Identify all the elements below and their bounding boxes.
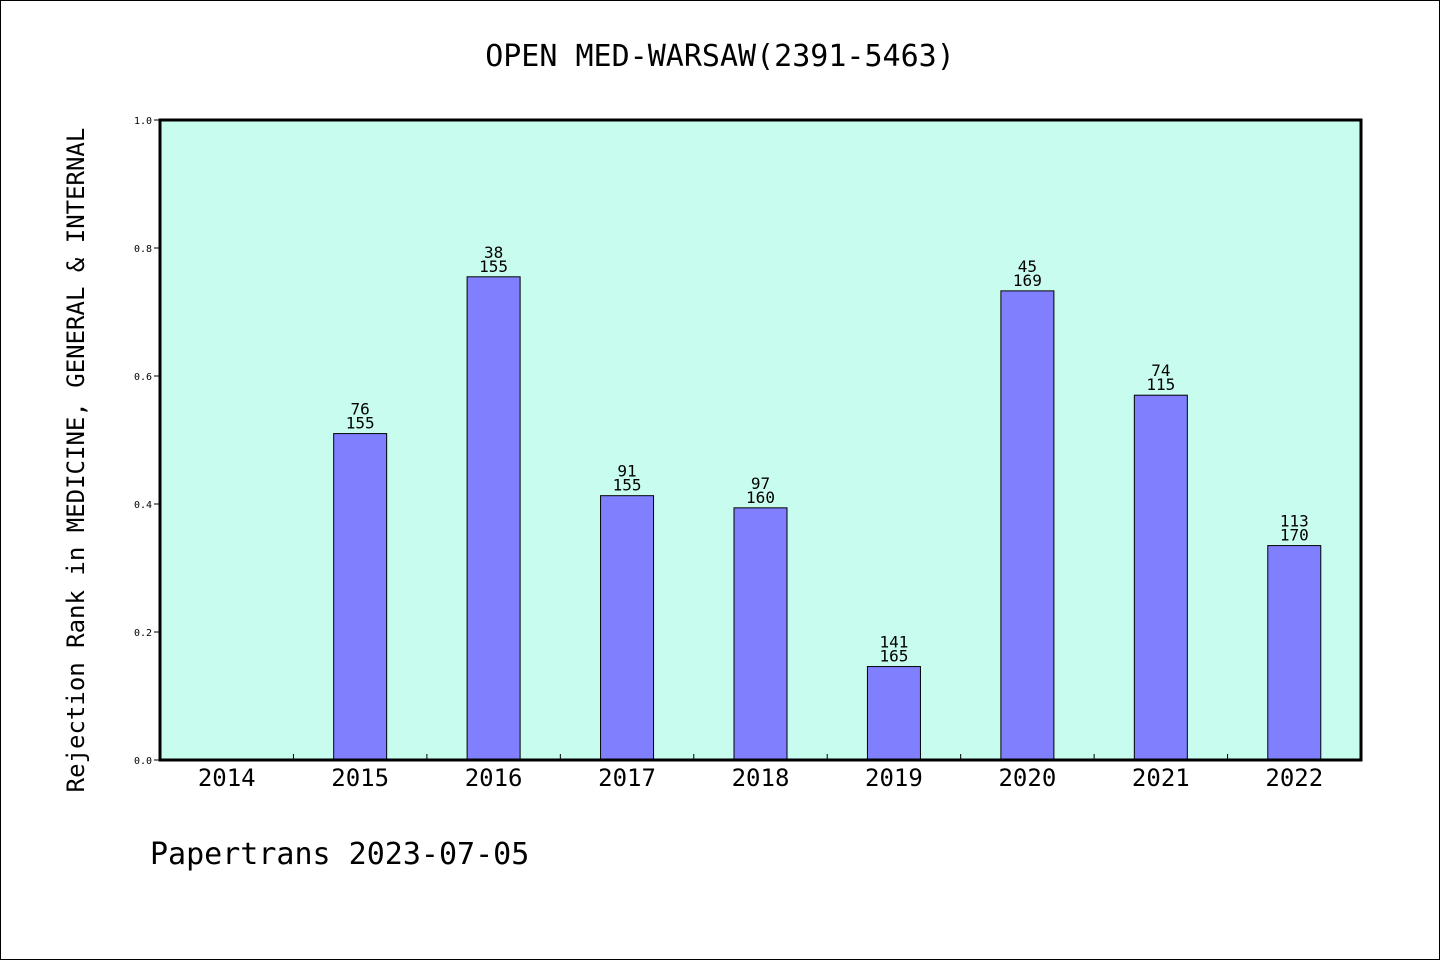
bar-2016 xyxy=(466,276,521,761)
x-tick-label: 2014 xyxy=(198,764,256,792)
footer-credit: Papertrans 2023-07-05 xyxy=(150,837,529,872)
x-tick-label: 2015 xyxy=(331,764,389,792)
x-tick-label: 2018 xyxy=(732,764,790,792)
y-tick-label: 0.4 xyxy=(134,500,152,511)
bar-2015 xyxy=(333,433,388,761)
bar-label-top: 76 xyxy=(351,400,370,419)
bar-label-bottom: 155 xyxy=(346,414,375,433)
bar-label-top: 74 xyxy=(1151,361,1170,380)
bar-label-top: 97 xyxy=(751,474,770,493)
bar-label-top: 38 xyxy=(484,243,503,262)
bar-2020 xyxy=(1000,290,1055,761)
bar-2017 xyxy=(600,495,655,761)
bar-label-bottom: 165 xyxy=(879,647,908,666)
x-tick-label: 2022 xyxy=(1265,764,1323,792)
bars xyxy=(333,276,1322,761)
bar-label-bottom: 115 xyxy=(1146,375,1175,394)
bar-2021 xyxy=(1133,394,1188,761)
bar-label-top: 45 xyxy=(1018,257,1037,276)
bar-label-bottom: 169 xyxy=(1013,271,1042,290)
plot-border xyxy=(158,118,1363,762)
x-tick-label: 2017 xyxy=(598,764,656,792)
x-tick-label: 2021 xyxy=(1132,764,1190,792)
bar-label-top: 141 xyxy=(879,633,908,652)
bar-label-bottom: 170 xyxy=(1280,526,1309,545)
x-tick-label: 2020 xyxy=(998,764,1056,792)
bar-2019 xyxy=(866,666,921,761)
y-tick-label: 0.6 xyxy=(134,372,152,383)
bar-label-top: 113 xyxy=(1280,512,1309,531)
x-tick-label: 2016 xyxy=(465,764,523,792)
bar-label-bottom: 155 xyxy=(613,476,642,495)
x-axis-ticks: 2014 2015 2016 2017 2018 2019 2020 2021 2022 xyxy=(198,754,1323,792)
y-tick-label: 0.0 xyxy=(134,756,152,767)
y-axis-ticks: 0.0 0.2 0.4 0.6 0.8 1.0 xyxy=(134,116,160,767)
x-tick-label: 2019 xyxy=(865,764,923,792)
bar-2022 xyxy=(1267,545,1322,761)
y-tick-label: 0.2 xyxy=(134,628,152,639)
bar-2018 xyxy=(733,507,788,761)
bar-label-bottom: 155 xyxy=(479,257,508,276)
bar-label-top: 91 xyxy=(617,462,636,481)
chart-title: OPEN MED-WARSAW(2391-5463) xyxy=(485,39,955,74)
y-axis-label: Rejection Rank in MEDICINE, GENERAL & IN… xyxy=(62,128,90,793)
y-tick-label: 1.0 xyxy=(134,116,152,127)
y-tick-label: 0.8 xyxy=(134,244,152,255)
bar-label-bottom: 160 xyxy=(746,488,775,507)
